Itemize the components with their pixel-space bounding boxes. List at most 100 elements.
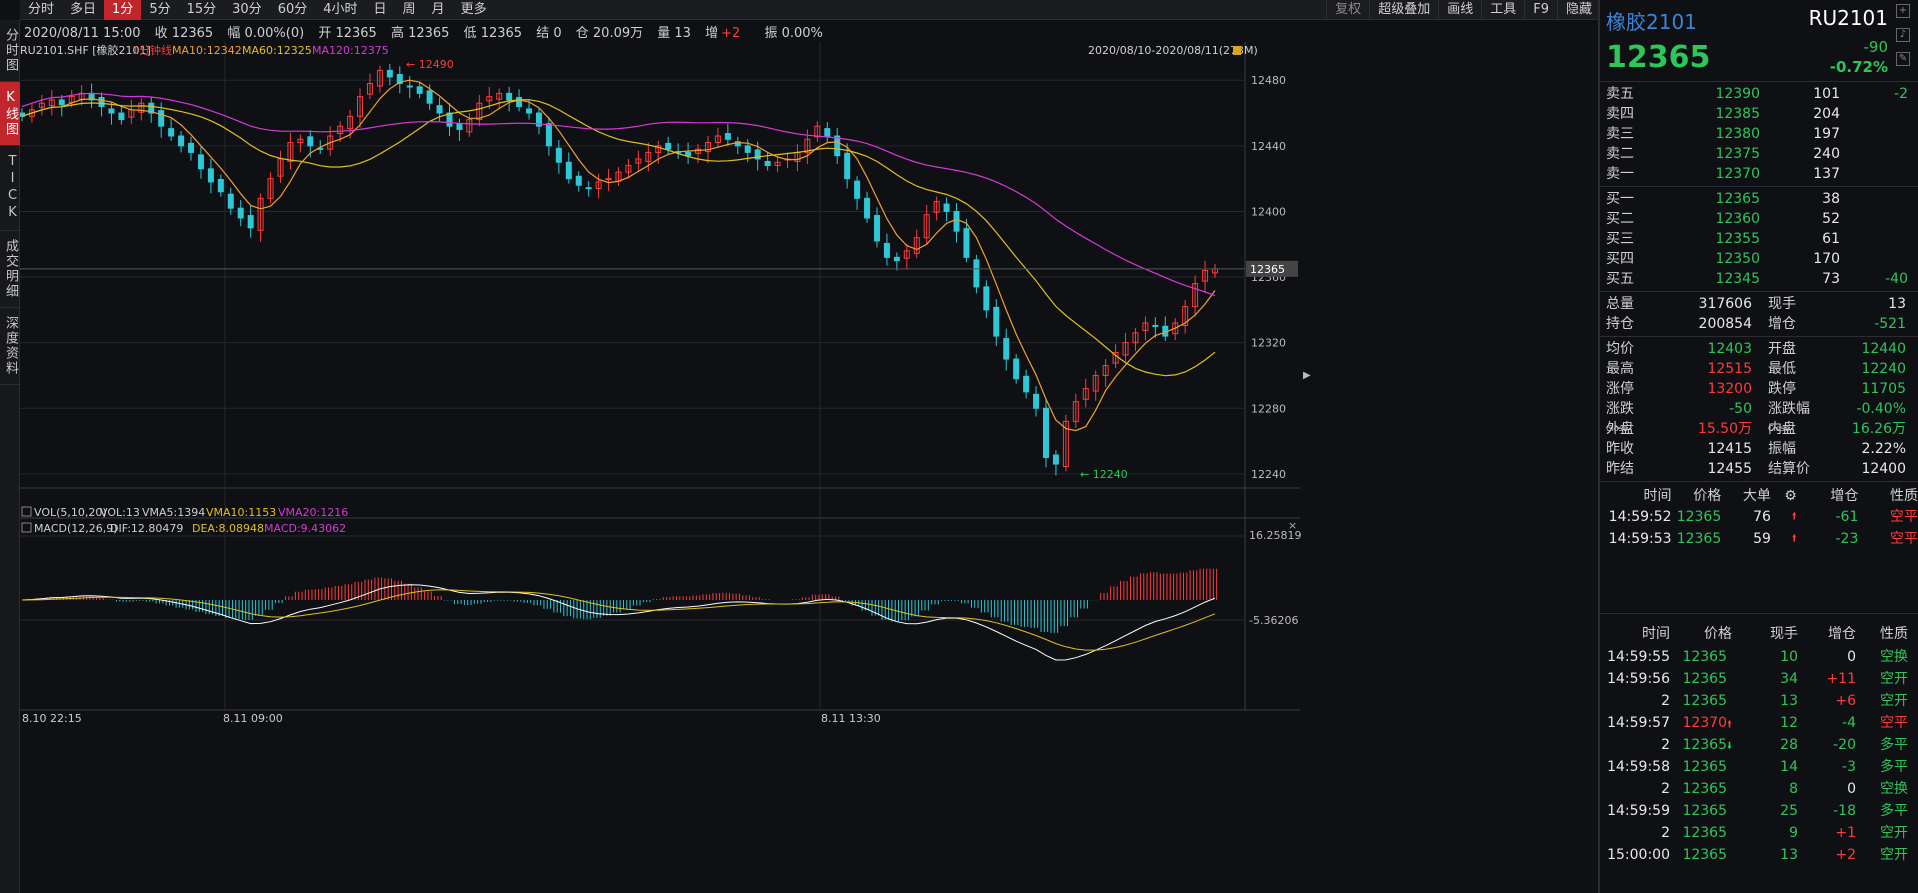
kline-chart-area[interactable]: 12480 12440 12400 12360 12320 12280 12240 ← 124…	[19, 42, 1598, 893]
down-arrow-icon: 🠛	[1726, 741, 1732, 752]
period-tab-6[interactable]: 60分	[277, 1, 308, 17]
candle-body	[1013, 358, 1020, 380]
period-tab-8[interactable]: 日	[373, 1, 387, 17]
candle-body	[764, 160, 771, 167]
tick-volume: 34	[1780, 671, 1798, 687]
ask-row-3[interactable]: 卖二 12375 240	[1600, 144, 1918, 164]
stat-label: 最高	[1600, 359, 1648, 379]
period-tab-5[interactable]: 30分	[232, 1, 262, 17]
tick-row[interactable]: 2 12365🠛 28 -20 多平	[1600, 734, 1918, 756]
expand-arrow-icon[interactable]: ▶	[1303, 370, 1311, 381]
left-tab-2[interactable]: TICK	[0, 146, 20, 231]
help-icon[interactable]	[21, 522, 32, 533]
tick-oi: +2	[1835, 847, 1856, 863]
bid-row-4[interactable]: 买五 12345 73 -40	[1600, 269, 1918, 289]
period-tab-2[interactable]: 1分	[104, 0, 142, 20]
left-tab-3[interactable]: 成交明细	[0, 231, 20, 308]
candle-body	[645, 151, 652, 162]
level-label: 卖一	[1606, 166, 1634, 182]
price-tick-label: 12320	[1251, 337, 1286, 350]
candle-body	[595, 181, 602, 189]
up-arrow-icon: 🠙	[1791, 533, 1797, 544]
period-tab-11[interactable]: 更多	[460, 1, 487, 17]
tick-price: 12365🠛	[1670, 734, 1732, 756]
stat-label-2: 结算价	[1758, 459, 1822, 479]
toolbar-action-4[interactable]: F9	[1524, 0, 1557, 20]
period-tab-0[interactable]: 分时	[28, 1, 55, 17]
level-change	[1840, 189, 1908, 209]
candle-body	[1102, 365, 1109, 376]
tick-row[interactable]: 14:59:57 12370🠙 12 -4 空平	[1600, 712, 1918, 734]
tick-col: 价格	[1704, 626, 1732, 642]
candle-body	[953, 210, 960, 232]
big-trade-row[interactable]: 14:59:53 12365 59 🠙 -23 空平	[1600, 528, 1918, 550]
period-tab-4[interactable]: 15分	[186, 1, 217, 17]
big-trade-row[interactable]: 14:59:52 12365 76 🠙 -61 空平	[1600, 506, 1918, 528]
instrument-name[interactable]: 橡胶2101	[1606, 10, 1697, 34]
period-tab-10[interactable]: 月	[431, 1, 445, 17]
toolbar-action-2[interactable]: 画线	[1438, 0, 1481, 20]
ask-row-1[interactable]: 卖四 12385 204	[1600, 104, 1918, 124]
stat-value-2: 2.22%	[1861, 441, 1906, 457]
stat-value: 12403	[1707, 341, 1752, 357]
toolbar-action-3[interactable]: 工具	[1481, 0, 1524, 20]
candle-body	[19, 112, 25, 117]
stat-value-2: 12400	[1861, 461, 1906, 477]
tick-time: 14:59:59	[1607, 803, 1670, 819]
ask-row-2[interactable]: 卖三 12380 197	[1600, 124, 1918, 144]
stat-value: 15.50万	[1697, 421, 1752, 437]
candle-body	[824, 128, 831, 137]
tick-price-value: 12365	[1682, 649, 1727, 665]
bid-row-3[interactable]: 买四 12350 170	[1600, 249, 1918, 269]
lock-icon[interactable]	[1233, 46, 1241, 55]
ask-row-4[interactable]: 卖一 12370 137	[1600, 164, 1918, 184]
left-tab-4[interactable]: 深度资料	[0, 308, 20, 385]
stat-row-r1: 总量 317606 现手 13	[1600, 294, 1918, 314]
stat-label-2: 增仓	[1758, 314, 1822, 334]
candle-body	[893, 256, 900, 262]
stat-label-2: 现手	[1758, 294, 1822, 314]
level-label: 卖四	[1606, 106, 1634, 122]
trade-price: 12365	[1676, 531, 1722, 547]
dea-line	[21, 589, 1216, 651]
left-tab-1[interactable]: K线图	[0, 82, 20, 146]
stat-label-2-text: 跌停	[1768, 381, 1796, 397]
bid-row-0[interactable]: 买一 12365 38	[1600, 189, 1918, 209]
candle-body	[1072, 401, 1079, 422]
tick-price: 12365🠙	[1670, 690, 1732, 712]
ask-row-0[interactable]: 卖五 12390 101 -2	[1600, 84, 1918, 104]
gear-icon[interactable]: ⚙	[1784, 488, 1797, 504]
tick-time: 2	[1661, 825, 1670, 841]
close-icon[interactable]: ×	[1288, 519, 1297, 532]
add-icon[interactable]: +	[1896, 4, 1910, 18]
left-tab-0[interactable]: 分时图	[0, 20, 20, 82]
toolbar-action-0[interactable]: 复权	[1326, 0, 1369, 20]
bid-row-2[interactable]: 买三 12355 61	[1600, 229, 1918, 249]
bell-icon[interactable]: ♪	[1896, 28, 1910, 42]
toolbar-action-5[interactable]: 隐藏	[1556, 0, 1600, 20]
toolbar-action-1[interactable]: 超级叠加	[1369, 0, 1438, 20]
trade-price: 12365	[1676, 509, 1722, 525]
candle-body	[247, 215, 254, 229]
tick-price-value: 12365	[1682, 693, 1727, 709]
period-tab-3[interactable]: 5分	[149, 1, 171, 17]
bid-row-1[interactable]: 买二 12360 52	[1600, 209, 1918, 229]
period-tab-9[interactable]: 周	[402, 1, 416, 17]
edit-icon[interactable]: ✎	[1896, 52, 1910, 66]
period-tab-7[interactable]: 4小时	[323, 1, 358, 17]
help-icon[interactable]	[21, 506, 32, 517]
info-increase-label: 增	[705, 26, 719, 41]
candle-body	[983, 286, 990, 311]
candle-body	[347, 115, 354, 130]
period-tab-1[interactable]: 多日	[70, 1, 97, 17]
big-trades: 时间 价格 大单 ⚙ 增仓 性质 14:59:52 12365 76 🠙 -61 空平 14:59:53…	[1600, 482, 1918, 614]
